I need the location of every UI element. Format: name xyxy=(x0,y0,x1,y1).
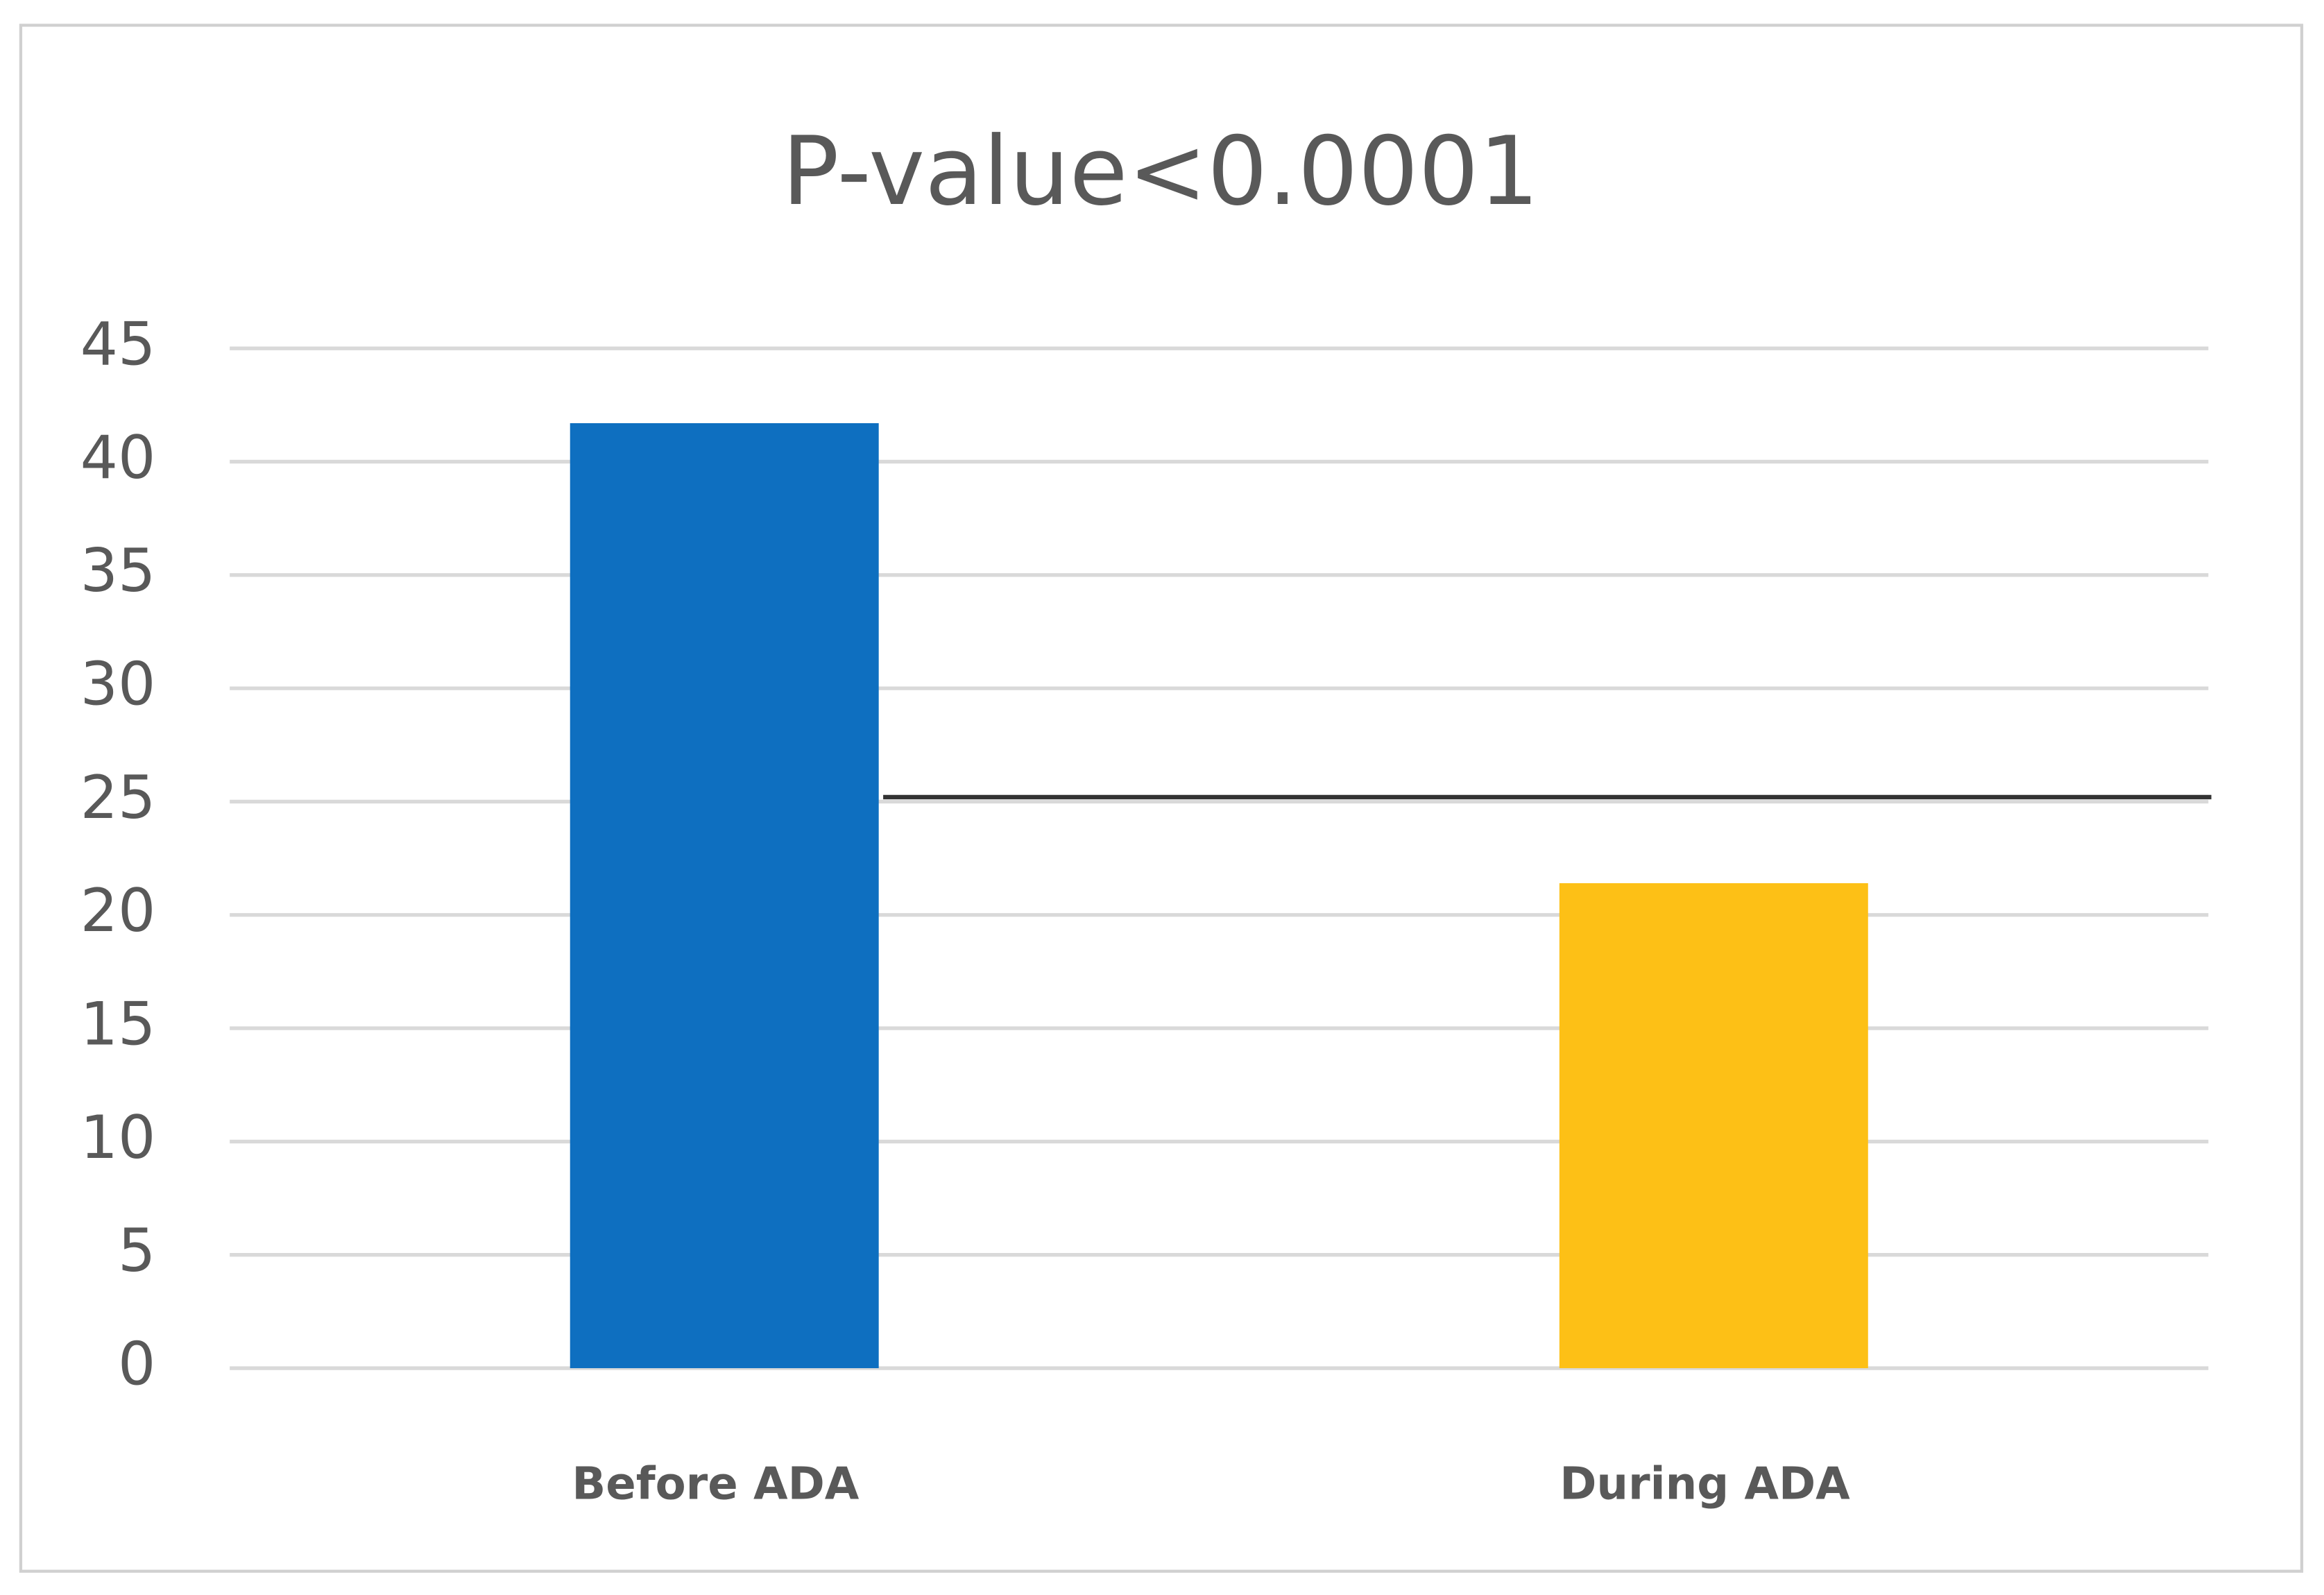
x-tick-label: During ADA xyxy=(1560,1459,1850,1510)
y-tick-label: 15 xyxy=(80,991,156,1059)
bar xyxy=(1559,883,1868,1369)
x-tick-label: Before ADA xyxy=(572,1459,859,1510)
y-tick-label: 40 xyxy=(80,424,156,493)
y-tick-label: 10 xyxy=(80,1104,156,1172)
y-tick-label: 35 xyxy=(80,537,156,606)
y-tick-label: 25 xyxy=(80,764,156,833)
y-tick-label: 5 xyxy=(118,1217,155,1286)
y-tick-label: 30 xyxy=(80,651,156,719)
chart-title: P-value<0.0001 xyxy=(782,117,1539,227)
y-tick-label: 20 xyxy=(80,877,156,946)
y-tick-label: 0 xyxy=(118,1330,155,1399)
bar xyxy=(570,423,879,1369)
y-tick-label: 45 xyxy=(80,311,156,379)
